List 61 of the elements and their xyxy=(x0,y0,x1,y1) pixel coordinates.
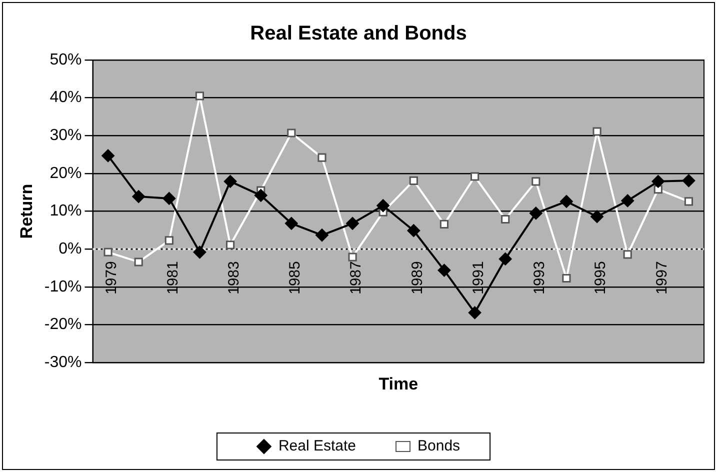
point xyxy=(193,246,206,259)
chart-title: Real Estate and Bonds xyxy=(250,22,467,45)
point xyxy=(348,252,357,262)
point xyxy=(560,194,573,208)
point xyxy=(623,250,632,259)
point xyxy=(195,92,204,100)
x-tick-label: 1985 xyxy=(286,261,304,294)
y-tick-label: 40% xyxy=(50,89,82,106)
point xyxy=(134,258,143,266)
y-tick-label: -30% xyxy=(44,354,82,372)
y-tick-label: 20% xyxy=(50,164,82,182)
x-tick-label: 1993 xyxy=(531,261,548,294)
x-tick-label: 1989 xyxy=(408,261,426,294)
point xyxy=(164,236,174,245)
point xyxy=(254,188,268,202)
y-tick-label: 30% xyxy=(50,127,82,144)
point xyxy=(590,210,604,224)
legend-label: Real Estate xyxy=(278,438,356,455)
point xyxy=(501,214,510,224)
point xyxy=(684,197,694,206)
x-tick-label: 1991 xyxy=(470,261,487,294)
y-axis-title: Return xyxy=(16,184,36,239)
x-tick-label: 1987 xyxy=(348,261,365,294)
point xyxy=(284,216,298,230)
x-tick-label: 1981 xyxy=(164,261,182,294)
point xyxy=(226,240,235,250)
legend-label: Bonds xyxy=(418,438,460,455)
y-tick-label: 0% xyxy=(58,240,82,258)
point xyxy=(102,149,115,162)
point xyxy=(562,274,571,283)
point xyxy=(104,248,112,256)
point xyxy=(468,306,482,320)
point xyxy=(592,127,602,136)
point xyxy=(529,206,542,220)
x-tick-label: 1997 xyxy=(653,261,670,294)
point xyxy=(346,216,360,230)
y-tick-label: -20% xyxy=(44,316,82,334)
y-tick-label: 50% xyxy=(50,51,82,68)
point xyxy=(682,174,696,188)
point xyxy=(318,153,326,162)
point xyxy=(287,128,296,138)
point xyxy=(409,176,418,185)
x-tick-label: 1995 xyxy=(592,261,610,294)
point xyxy=(315,228,328,242)
x-axis-title: Time xyxy=(378,374,418,394)
point xyxy=(376,199,390,212)
point xyxy=(532,177,540,186)
point xyxy=(438,264,451,277)
x-tick-label: 1979 xyxy=(103,261,120,294)
y-tick-label: 10% xyxy=(50,202,82,220)
point xyxy=(224,174,237,188)
point xyxy=(440,220,449,228)
point xyxy=(498,252,512,266)
point xyxy=(407,224,420,238)
point xyxy=(470,172,480,181)
point xyxy=(132,190,146,204)
x-tick-label: 1983 xyxy=(225,261,242,294)
point xyxy=(162,192,176,205)
point xyxy=(621,194,634,208)
y-tick-label: -10% xyxy=(44,278,82,296)
point xyxy=(652,174,665,188)
